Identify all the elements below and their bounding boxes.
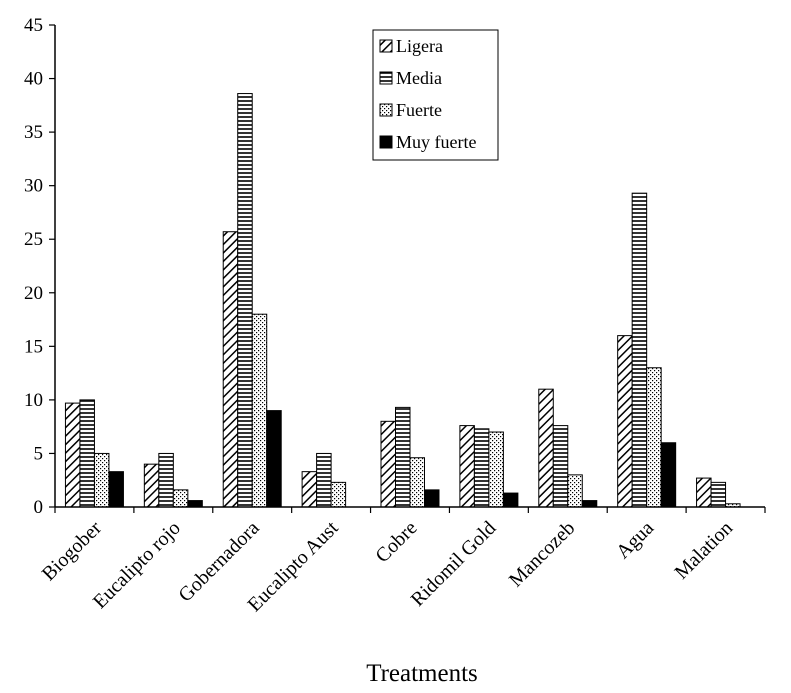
bar-fuerte xyxy=(488,431,504,508)
y-tick-label: 20 xyxy=(24,283,43,304)
bar-ligera xyxy=(64,402,81,508)
bar-fuerte xyxy=(93,452,110,508)
bar-ligera xyxy=(617,335,633,508)
bar-fuerte xyxy=(646,367,662,508)
legend: Ligera Media Fuerte Muy fuerte xyxy=(372,29,499,161)
bar-media xyxy=(79,399,95,508)
bar-muy-fuerte xyxy=(266,410,282,508)
bar-media xyxy=(631,192,648,508)
bar-muy-fuerte xyxy=(581,500,598,508)
bar-ligera xyxy=(143,463,160,508)
y-tick-label: 5 xyxy=(34,443,44,464)
x-axis-title: Treatments xyxy=(366,660,478,687)
x-category-label: Malation xyxy=(670,517,737,584)
y-tick-label: 45 xyxy=(24,15,43,36)
x-category-label: Ridomil Gold xyxy=(407,517,501,611)
bar-media xyxy=(316,452,332,508)
bar-media xyxy=(473,428,490,508)
x-category-label: Biogober xyxy=(38,517,106,585)
bar-ligera xyxy=(538,388,554,508)
y-axis-ticks: 0 5 10 15 20 25 30 35 40 45 xyxy=(24,15,55,518)
legend-swatch xyxy=(379,103,393,117)
x-category-label: Agua xyxy=(612,517,658,563)
bar-muy-fuerte xyxy=(424,489,440,508)
bar-ligera xyxy=(222,231,239,508)
bar-ligera xyxy=(459,425,475,508)
y-tick-label: 25 xyxy=(24,229,43,250)
y-tick-label: 0 xyxy=(34,497,44,518)
bar-muy-fuerte xyxy=(108,471,124,508)
y-tick-label: 10 xyxy=(24,390,43,411)
bar-ligera xyxy=(696,477,712,508)
bar-media xyxy=(158,452,174,508)
legend-frame xyxy=(372,29,499,161)
legend-label: Ligera xyxy=(396,36,443,56)
bar-fuerte xyxy=(409,457,425,508)
bar-muy-fuerte xyxy=(502,492,519,508)
legend-label: Fuerte xyxy=(396,100,442,120)
y-tick-label: 30 xyxy=(24,176,43,197)
legend-swatch xyxy=(379,71,393,85)
bars-layer xyxy=(64,93,741,508)
legend-label: Media xyxy=(396,68,442,88)
y-tick-label: 40 xyxy=(24,69,43,90)
bar-ligera xyxy=(301,471,318,508)
bar-fuerte xyxy=(172,489,189,508)
bar-media xyxy=(237,93,253,508)
bar-muy-fuerte xyxy=(187,500,203,508)
x-category-label: Mancozeb xyxy=(505,517,579,591)
bar-muy-fuerte xyxy=(660,442,677,508)
legend-label: Muy fuerte xyxy=(396,132,476,152)
x-category-label: Cobre xyxy=(371,517,421,567)
legend-swatch xyxy=(379,135,393,149)
bar-media xyxy=(395,406,411,508)
bar-media xyxy=(710,481,727,508)
y-tick-label: 15 xyxy=(24,336,43,357)
bar-fuerte xyxy=(330,481,347,508)
y-tick-label: 35 xyxy=(24,122,43,143)
bar-media xyxy=(552,425,569,508)
bar-ligera xyxy=(380,420,396,508)
legend-swatch xyxy=(379,39,393,53)
bar-fuerte xyxy=(567,474,583,508)
bar-fuerte xyxy=(251,313,268,508)
